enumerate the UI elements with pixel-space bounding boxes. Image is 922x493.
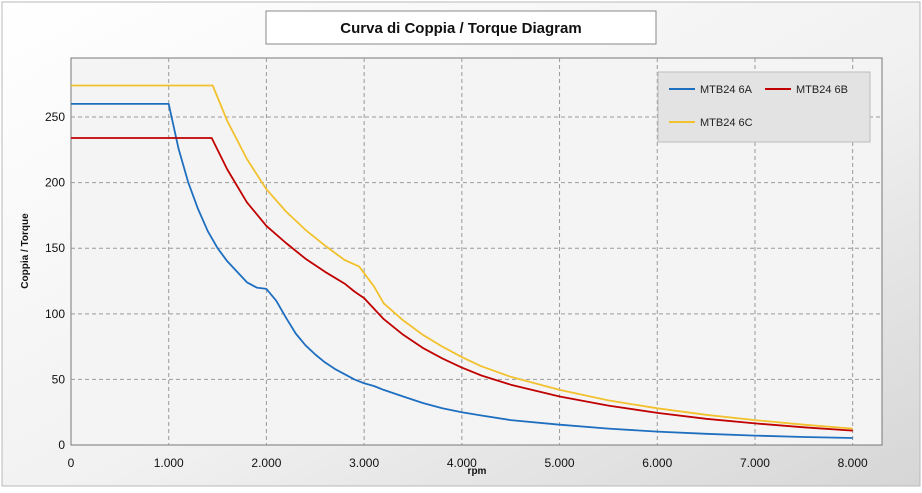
x-axis-label: rpm [468, 466, 487, 477]
y-tick-label: 200 [45, 176, 65, 190]
legend-box [657, 71, 871, 143]
series-line-2 [71, 137, 853, 432]
chart-title: Curva di Coppia / Torque Diagram [340, 20, 581, 37]
series-line-3 [71, 84, 853, 430]
y-axis-label: Coppia / Torque [20, 213, 31, 289]
chart-title-box: Curva di Coppia / Torque Diagram [265, 10, 657, 45]
x-tick-label: 5.000 [545, 456, 575, 470]
x-tick-label: 1.000 [154, 456, 184, 470]
x-tick-label: 0 [68, 456, 75, 470]
y-tick-label: 50 [52, 372, 66, 386]
x-tick-label: 6.000 [642, 456, 672, 470]
series-line-1 [71, 103, 853, 439]
legend-label: MTB24 6A [700, 84, 753, 96]
x-tick-label: 2.000 [251, 456, 281, 470]
x-tick-label: 7.000 [740, 456, 770, 470]
legend: MTB24 6A MTB24 6B MTB24 6C [657, 71, 871, 143]
y-tick-label: 100 [45, 307, 65, 321]
x-tick-label: 3.000 [349, 456, 379, 470]
axes: 0 1.000 2.000 3.000 4.000 5.000 6.000 7.000 8.00… [45, 110, 868, 470]
y-tick-label: 250 [45, 110, 65, 124]
x-tick-label: 8.000 [838, 456, 868, 470]
legend-label: MTB24 6B [796, 84, 848, 96]
series-lines [71, 84, 853, 439]
legend-label: MTB24 6C [700, 117, 753, 129]
x-tick-label: 4.000 [447, 456, 477, 470]
y-tick-label: 0 [58, 438, 65, 452]
y-tick-label: 150 [45, 241, 65, 255]
